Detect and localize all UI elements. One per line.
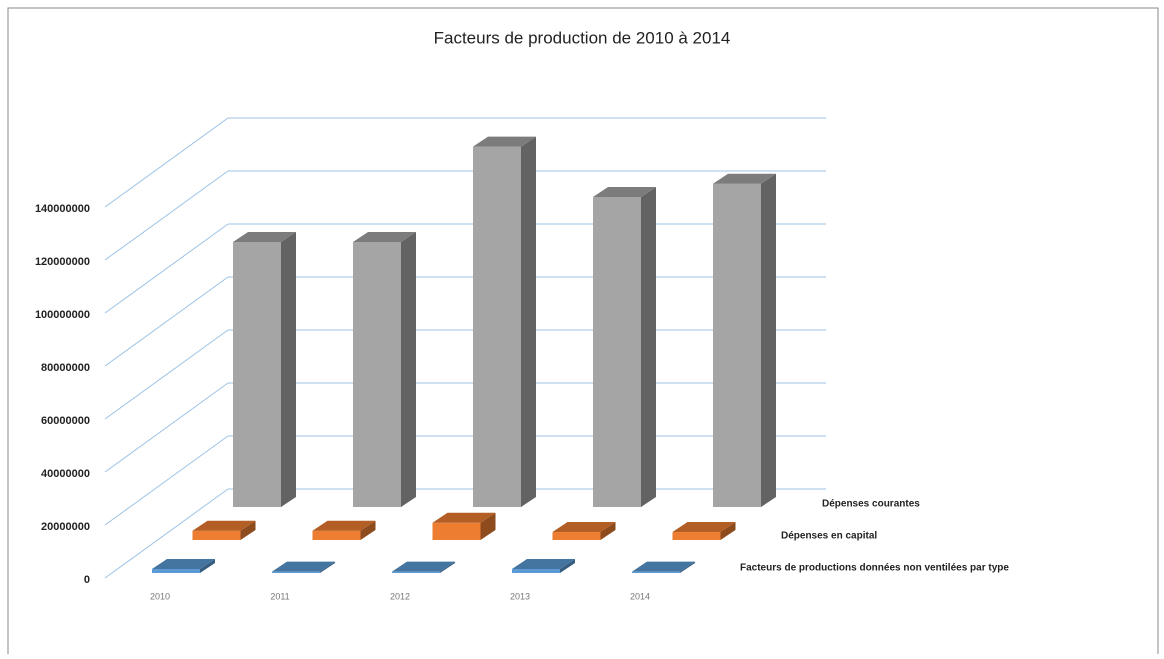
bar-top (552, 522, 616, 533)
bar (432, 522, 481, 540)
bar-top (713, 173, 776, 184)
series-label: Dépenses en capital (781, 531, 877, 542)
series-label: Facteurs de productions données non vent… (740, 563, 1009, 574)
bar (552, 532, 601, 540)
bar-top (672, 522, 736, 533)
bar-side (521, 136, 536, 507)
grid-line (104, 117, 229, 208)
bar-side (200, 559, 215, 573)
bar (473, 146, 521, 507)
chart-frame (7, 7, 1159, 659)
bar-side (600, 522, 616, 540)
bar-side (641, 186, 656, 507)
grid-line (104, 435, 229, 526)
x-tick-label: 2013 (510, 591, 530, 601)
bar-top (192, 520, 256, 531)
bar (593, 196, 641, 507)
bar-top (392, 561, 455, 572)
bar-side (480, 512, 496, 540)
bar-side (281, 232, 296, 507)
bar-top (353, 232, 416, 242)
bar (353, 242, 401, 507)
bar (152, 569, 200, 573)
y-tick-label: 20000000 (41, 521, 90, 533)
bar-side (680, 561, 695, 573)
bar-side (440, 561, 455, 573)
bar-side (761, 173, 776, 507)
bar-top (593, 186, 656, 197)
bar-side (240, 520, 256, 540)
bar (233, 242, 281, 507)
y-tick-label: 0 (84, 574, 90, 586)
x-tick-label: 2011 (270, 591, 289, 601)
bar-top (632, 561, 695, 572)
y-tick-label: 140000000 (35, 203, 90, 215)
bar (512, 569, 560, 573)
x-tick-label: 2012 (390, 591, 410, 601)
bar (312, 530, 361, 540)
bar (672, 532, 721, 540)
y-tick-label: 100000000 (35, 309, 90, 321)
bar-top (512, 559, 575, 570)
bar (392, 571, 440, 573)
bar-top (473, 136, 536, 147)
y-tick-label: 80000000 (41, 362, 90, 374)
grid-line (104, 170, 229, 261)
bar-top (233, 232, 296, 242)
bar-top (312, 520, 376, 531)
bar-top (272, 561, 335, 572)
bar (272, 571, 320, 573)
y-tick-label: 120000000 (35, 256, 90, 268)
bar (713, 183, 761, 507)
bar-side (401, 232, 416, 507)
bar-side (360, 520, 376, 540)
bar (632, 571, 680, 573)
grid-line (104, 329, 229, 420)
grid-line (104, 223, 229, 314)
grid-line (104, 276, 229, 367)
grid-line (104, 382, 229, 473)
bar-side (720, 522, 736, 540)
bar-top (152, 559, 215, 570)
chart-title: Facteurs de production de 2010 à 2014 (434, 28, 731, 47)
series-label: Dépenses courantes (822, 499, 920, 510)
x-tick-label: 2014 (630, 591, 650, 601)
y-tick-label: 40000000 (41, 468, 90, 480)
bar (192, 530, 241, 540)
bar-top (432, 512, 496, 523)
grid-line (104, 488, 229, 579)
bar-side (560, 559, 575, 573)
y-tick-label: 60000000 (41, 415, 90, 427)
bar-side (320, 561, 335, 573)
x-tick-label: 2010 (150, 591, 170, 601)
